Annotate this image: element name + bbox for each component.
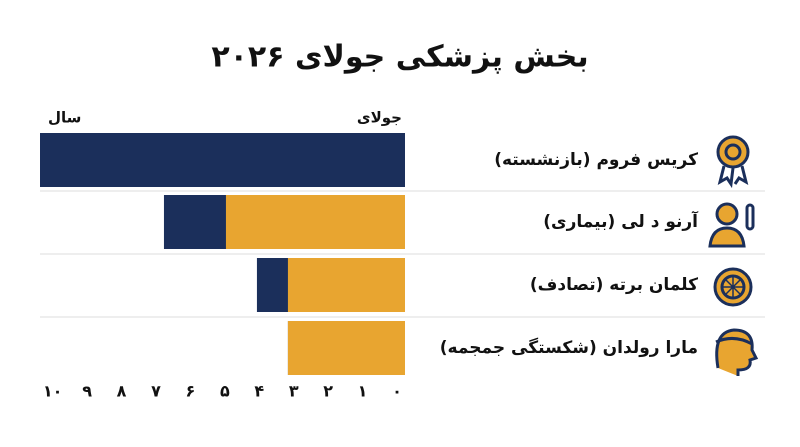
x-tick-label: ۴ [254,382,264,401]
x-tick-label: ۱ [358,382,368,401]
person-body [708,226,746,248]
x-tick-label: ۱۰ [43,382,63,401]
bar [287,321,405,375]
spokes [722,276,744,298]
thermometer [745,203,755,231]
x-tick-label: ۸ [117,382,127,401]
ribbon [717,165,749,189]
bar [40,133,405,187]
person-head [715,202,739,226]
legend-label: سال [48,109,81,127]
x-tick-label: ۵ [220,382,230,401]
x-tick-label: ۷ [151,382,161,401]
bar [225,195,405,249]
x-tick-label: ۹ [82,382,92,401]
gear-hole [724,143,742,161]
gear-icon [716,135,750,169]
chart-title: بخش پزشکی جولای ۲۰۲۶ [211,40,588,75]
bar [287,258,405,312]
x-tick-label: ۳ [289,382,299,401]
x-tick-label: ۶ [186,382,196,401]
legend-label: جولای [357,109,402,127]
x-tick-label: ۰ [392,382,402,401]
category-label: کلمان برته (تصادف) [530,275,698,295]
category-label: مارا رولدان (شکستگی جمجمه) [440,337,698,358]
category-label: آرنو د لی (بیماری) [543,210,699,232]
x-tick-label: ۲ [323,382,333,401]
bandage [715,337,753,346]
icons [708,135,759,376]
category-label: کریس فروم (بازنشسته) [494,150,698,170]
head-icon [715,328,759,376]
